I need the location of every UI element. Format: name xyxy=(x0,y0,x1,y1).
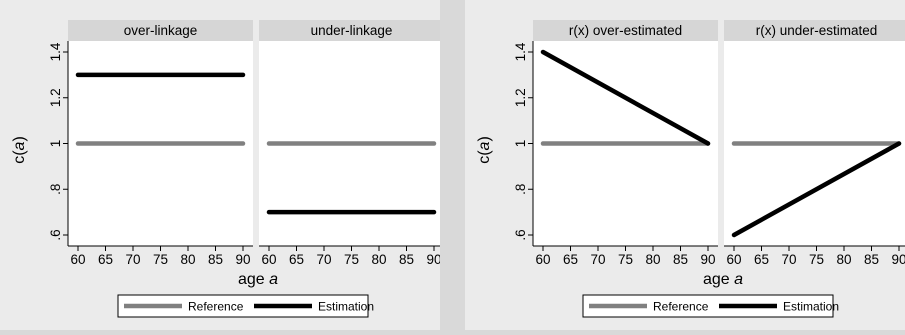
panel-r-x-under-estimated-x-tick-label-60: 60 xyxy=(726,252,741,267)
panel-over-linkage-x-tick-label-65: 65 xyxy=(98,252,113,267)
figure-right-svg: r(x) over-estimated 60 65 70 75 80 85 90 .6 .8 1 1.… xyxy=(476,20,905,318)
panel-r-x-over-estimated-x-tick-label-70: 70 xyxy=(590,252,605,267)
y-axis-label: c(a) xyxy=(11,136,28,164)
y-tick-label-1: .8 xyxy=(48,184,63,195)
panel-r-x-over-estimated-strip xyxy=(533,20,718,41)
panel-over-linkage-x-tick-label-70: 70 xyxy=(125,252,140,267)
panel-r-x-over-estimated-x-tick-label-90: 90 xyxy=(700,252,715,267)
panel-under-linkage: under-linkage 60 65 70 75 80 85 90 xyxy=(259,20,444,267)
panel-r-x-under-estimated-x-tick-label-85: 85 xyxy=(864,252,879,267)
x-axis-label: age a xyxy=(238,271,278,288)
panel-r-x-under-estimated-x-tick-label-70: 70 xyxy=(781,252,796,267)
panel-over-linkage-x-tick-label-75: 75 xyxy=(153,252,168,267)
legend-box xyxy=(117,294,369,318)
panel-under-linkage-x-tick-label-60: 60 xyxy=(261,252,276,267)
panel-r-x-over-estimated-x-tick-label-85: 85 xyxy=(673,252,688,267)
panel-r-x-under-estimated-x-tick-label-80: 80 xyxy=(836,252,851,267)
panel-under-linkage-x-tick-label-65: 65 xyxy=(289,252,304,267)
panel-r-x-under-estimated-x-tick-label-65: 65 xyxy=(754,252,769,267)
panel-r-x-over-estimated-x-tick-label-75: 75 xyxy=(618,252,633,267)
y-axis-label: c(a) xyxy=(476,136,493,164)
y-tick-label-4: 1.4 xyxy=(48,42,63,61)
panel-over-linkage-x-tick-label-60: 60 xyxy=(70,252,85,267)
panel-r-x-over-estimated-x-tick-label-60: 60 xyxy=(535,252,550,267)
figure-left: over-linkage 60 65 70 75 80 85 90 .6 .8 1 1.2 1.4 und… xyxy=(0,0,444,330)
panel-r-x-over-estimated-x-tick-label-65: 65 xyxy=(563,252,578,267)
figure-right-panels: r(x) over-estimated 60 65 70 75 80 85 90 .6 .8 1 1.… xyxy=(513,20,905,267)
panel-r-x-over-estimated-series-estimation xyxy=(540,49,711,146)
x-axis-label: age a xyxy=(703,271,743,288)
panel-over-linkage-x-tick-label-80: 80 xyxy=(180,252,195,267)
y-tick-label-4: 1.4 xyxy=(513,42,528,61)
y-tick-label-3: 1.2 xyxy=(48,88,63,107)
panel-under-linkage-x-tick-label-80: 80 xyxy=(371,252,386,267)
panel-under-linkage-strip xyxy=(259,20,444,41)
panel-r-x-under-estimated-series-estimation xyxy=(731,141,902,238)
panel-r-x-under-estimated-title: r(x) under-estimated xyxy=(756,23,878,38)
panel-over-linkage-x-tick-label-90: 90 xyxy=(235,252,250,267)
legend-estimation-label: Estimation xyxy=(318,300,374,314)
y-tick-label-1: .8 xyxy=(513,184,528,195)
legend-box xyxy=(582,294,834,318)
panel-over-linkage-strip xyxy=(68,20,253,41)
panel-r-x-under-estimated-x-tick-label-90: 90 xyxy=(891,252,905,267)
panel-under-linkage-title: under-linkage xyxy=(311,23,393,38)
panel-under-linkage-x-tick-label-90: 90 xyxy=(426,252,440,267)
panel-r-x-under-estimated-x-tick-label-75: 75 xyxy=(809,252,824,267)
legend-reference-label: Reference xyxy=(188,300,244,314)
figure-left-svg: over-linkage 60 65 70 75 80 85 90 .6 .8 1 1.2 1.4 und… xyxy=(11,20,444,318)
figure-right: r(x) over-estimated 60 65 70 75 80 85 90 .6 .8 1 1.… xyxy=(465,0,905,330)
y-tick-label-0: .6 xyxy=(513,229,528,240)
panel-r-x-under-estimated-strip xyxy=(724,20,905,41)
panel-r-x-under-estimated: r(x) under-estimated 60 65 70 75 80 85 90 xyxy=(724,20,905,267)
panel-under-linkage-x-tick-label-85: 85 xyxy=(399,252,414,267)
y-tick-label-2: 1 xyxy=(513,140,528,148)
panel-r-x-over-estimated: r(x) over-estimated 60 65 70 75 80 85 90 .6 .8 1 1.… xyxy=(513,20,718,267)
panel-under-linkage-x-tick-label-70: 70 xyxy=(316,252,331,267)
panel-r-x-over-estimated-title: r(x) over-estimated xyxy=(569,23,682,38)
legend: Reference Estimation xyxy=(117,294,374,318)
panel-over-linkage: over-linkage 60 65 70 75 80 85 90 .6 .8 1 1.2 1.4 xyxy=(48,20,253,267)
panel-over-linkage-x-tick-label-85: 85 xyxy=(208,252,223,267)
legend: Reference Estimation xyxy=(582,294,839,318)
y-tick-label-2: 1 xyxy=(48,140,63,148)
panel-r-x-over-estimated-x-tick-label-80: 80 xyxy=(645,252,660,267)
panel-under-linkage-x-tick-label-75: 75 xyxy=(344,252,359,267)
figure-left-panels: over-linkage 60 65 70 75 80 85 90 .6 .8 1 1.2 1.4 und… xyxy=(48,20,444,267)
legend-reference-label: Reference xyxy=(653,300,709,314)
y-tick-label-0: .6 xyxy=(48,229,63,240)
y-tick-label-3: 1.2 xyxy=(513,88,528,107)
panel-over-linkage-title: over-linkage xyxy=(124,23,198,38)
legend-estimation-label: Estimation xyxy=(783,300,839,314)
